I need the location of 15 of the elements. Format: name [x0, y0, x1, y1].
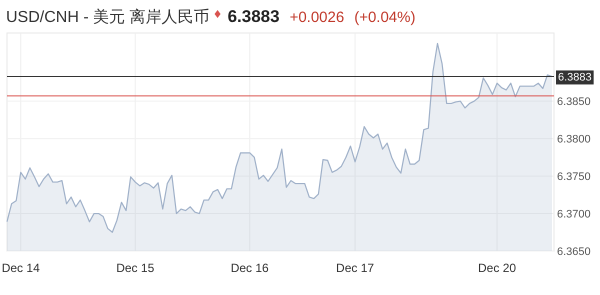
x-tick-label: Dec 16: [230, 261, 270, 275]
x-tick-label: Dec 17: [336, 261, 374, 275]
chart-title: USD/CNH - 美元 离岸人民币: [6, 8, 210, 26]
ref-line-label: 6.3883: [558, 71, 592, 84]
y-tick-label: 6.3850: [557, 96, 591, 108]
y-tick-label: 6.3750: [557, 171, 591, 184]
x-tick-label: Dec 20: [478, 261, 516, 275]
y-tick-label: 6.3700: [557, 208, 591, 221]
text: (+0.04%): [354, 9, 416, 26]
text: +0.0026: [290, 9, 344, 26]
y-tick-label: 6.3650: [557, 246, 591, 258]
text: 6.3883: [228, 7, 280, 26]
x-tick-label: Dec 14: [2, 261, 40, 275]
y-tick-label: 6.3800: [557, 134, 591, 146]
x-tick-label: Dec 15: [116, 261, 155, 275]
